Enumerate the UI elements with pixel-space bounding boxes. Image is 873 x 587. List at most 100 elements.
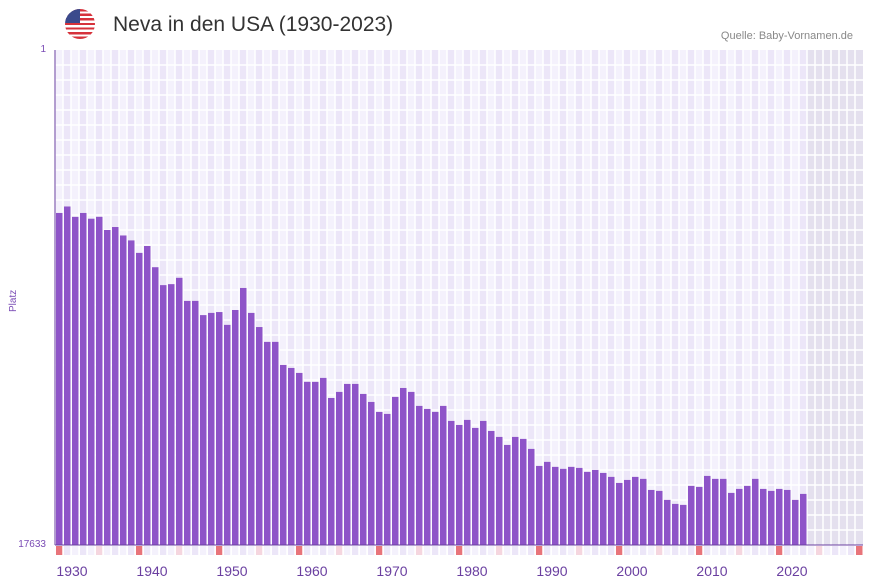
grid-column [783,50,791,545]
grid-column [655,50,663,545]
bar-1980 [456,424,463,545]
decade-marker [480,546,487,555]
decade-marker [384,546,391,555]
grid-column [767,50,775,545]
bar-2018 [760,488,767,545]
decade-marker [136,546,143,555]
decade-marker [448,546,455,555]
bar-1987 [512,436,519,545]
decade-marker [672,546,679,555]
decade-marker [192,546,199,555]
x-tick-label: 1990 [536,563,567,579]
decade-marker [120,546,127,555]
future-shade [855,50,863,545]
future-shade [823,50,831,545]
decade-marker [800,546,807,555]
bar-1974 [408,391,415,545]
future-shade [831,50,839,545]
bar-2015 [736,488,743,545]
bar-1986 [504,444,511,545]
decade-marker [176,546,183,555]
decade-marker [560,546,567,555]
decade-marker [152,546,159,555]
bar-1963 [320,377,327,545]
source-link[interactable]: Quelle: Baby-Vornamen.de [720,30,853,42]
x-tick-label: 1940 [136,563,167,579]
future-shade [815,50,823,545]
decade-marker [808,546,815,555]
decade-marker [744,546,751,555]
decade-marker [296,546,303,555]
bar-1959 [288,367,295,545]
decade-marker [816,546,823,555]
grid-column [623,50,631,545]
bar-1990 [536,465,543,545]
future-shade [847,50,855,545]
bar-1965 [336,391,343,545]
decade-marker [528,546,535,555]
decade-marker [200,546,207,555]
x-tick-label: 1930 [56,563,87,579]
decade-marker [464,546,471,555]
decade-marker [216,546,223,555]
grid-column [799,50,807,545]
us-flag-icon [65,9,95,39]
decade-marker [512,546,519,555]
bar-1935 [96,216,103,545]
decade-marker [248,546,255,555]
decade-marker [360,546,367,555]
decade-marker [104,546,111,555]
decade-marker [264,546,271,555]
grid-column [191,50,199,545]
decade-marker [280,546,287,555]
bar-2011 [704,475,711,545]
decade-marker [352,546,359,555]
grid-column [511,50,519,545]
decade-marker [408,546,415,555]
decade-marker [336,546,343,555]
decade-marker [440,546,447,555]
grid-column [271,50,279,545]
decade-marker [712,546,719,555]
decade-marker [472,546,479,555]
decade-marker [424,546,431,555]
decade-marker [720,546,727,555]
decade-marker [368,546,375,555]
bar-1952 [232,310,239,545]
bar-1966 [344,383,351,545]
bar-1931 [64,206,71,545]
grid-column [719,50,727,545]
bar-1958 [280,364,287,545]
future-shade [807,50,815,545]
x-tick-label: 1960 [296,563,327,579]
grid-column [399,50,407,545]
bar-1992 [552,466,559,545]
bar-1946 [184,300,191,545]
bar-1943 [160,285,167,545]
grid-column [575,50,583,545]
bar-2014 [728,492,735,545]
decade-marker [576,546,583,555]
bar-1981 [464,419,471,545]
grid-column [223,50,231,545]
decade-marker [312,546,319,555]
bar-2021 [784,489,791,545]
bar-1999 [608,476,615,545]
bar-1973 [400,387,407,545]
x-tick-label: 1980 [456,563,487,579]
decade-marker [64,546,71,555]
decade-marker [544,546,551,555]
grid-column [687,50,695,545]
decade-marker [224,546,231,555]
decade-marker [168,546,175,555]
bar-2010 [696,486,703,545]
grid-column [639,50,647,545]
bar-2016 [744,485,751,545]
decade-marker [736,546,743,555]
bar-1950 [216,312,223,545]
grid-column [479,50,487,545]
bar-1978 [440,405,447,545]
bar-1932 [72,216,79,545]
decade-marker [840,546,847,555]
decade-marker [504,546,511,555]
